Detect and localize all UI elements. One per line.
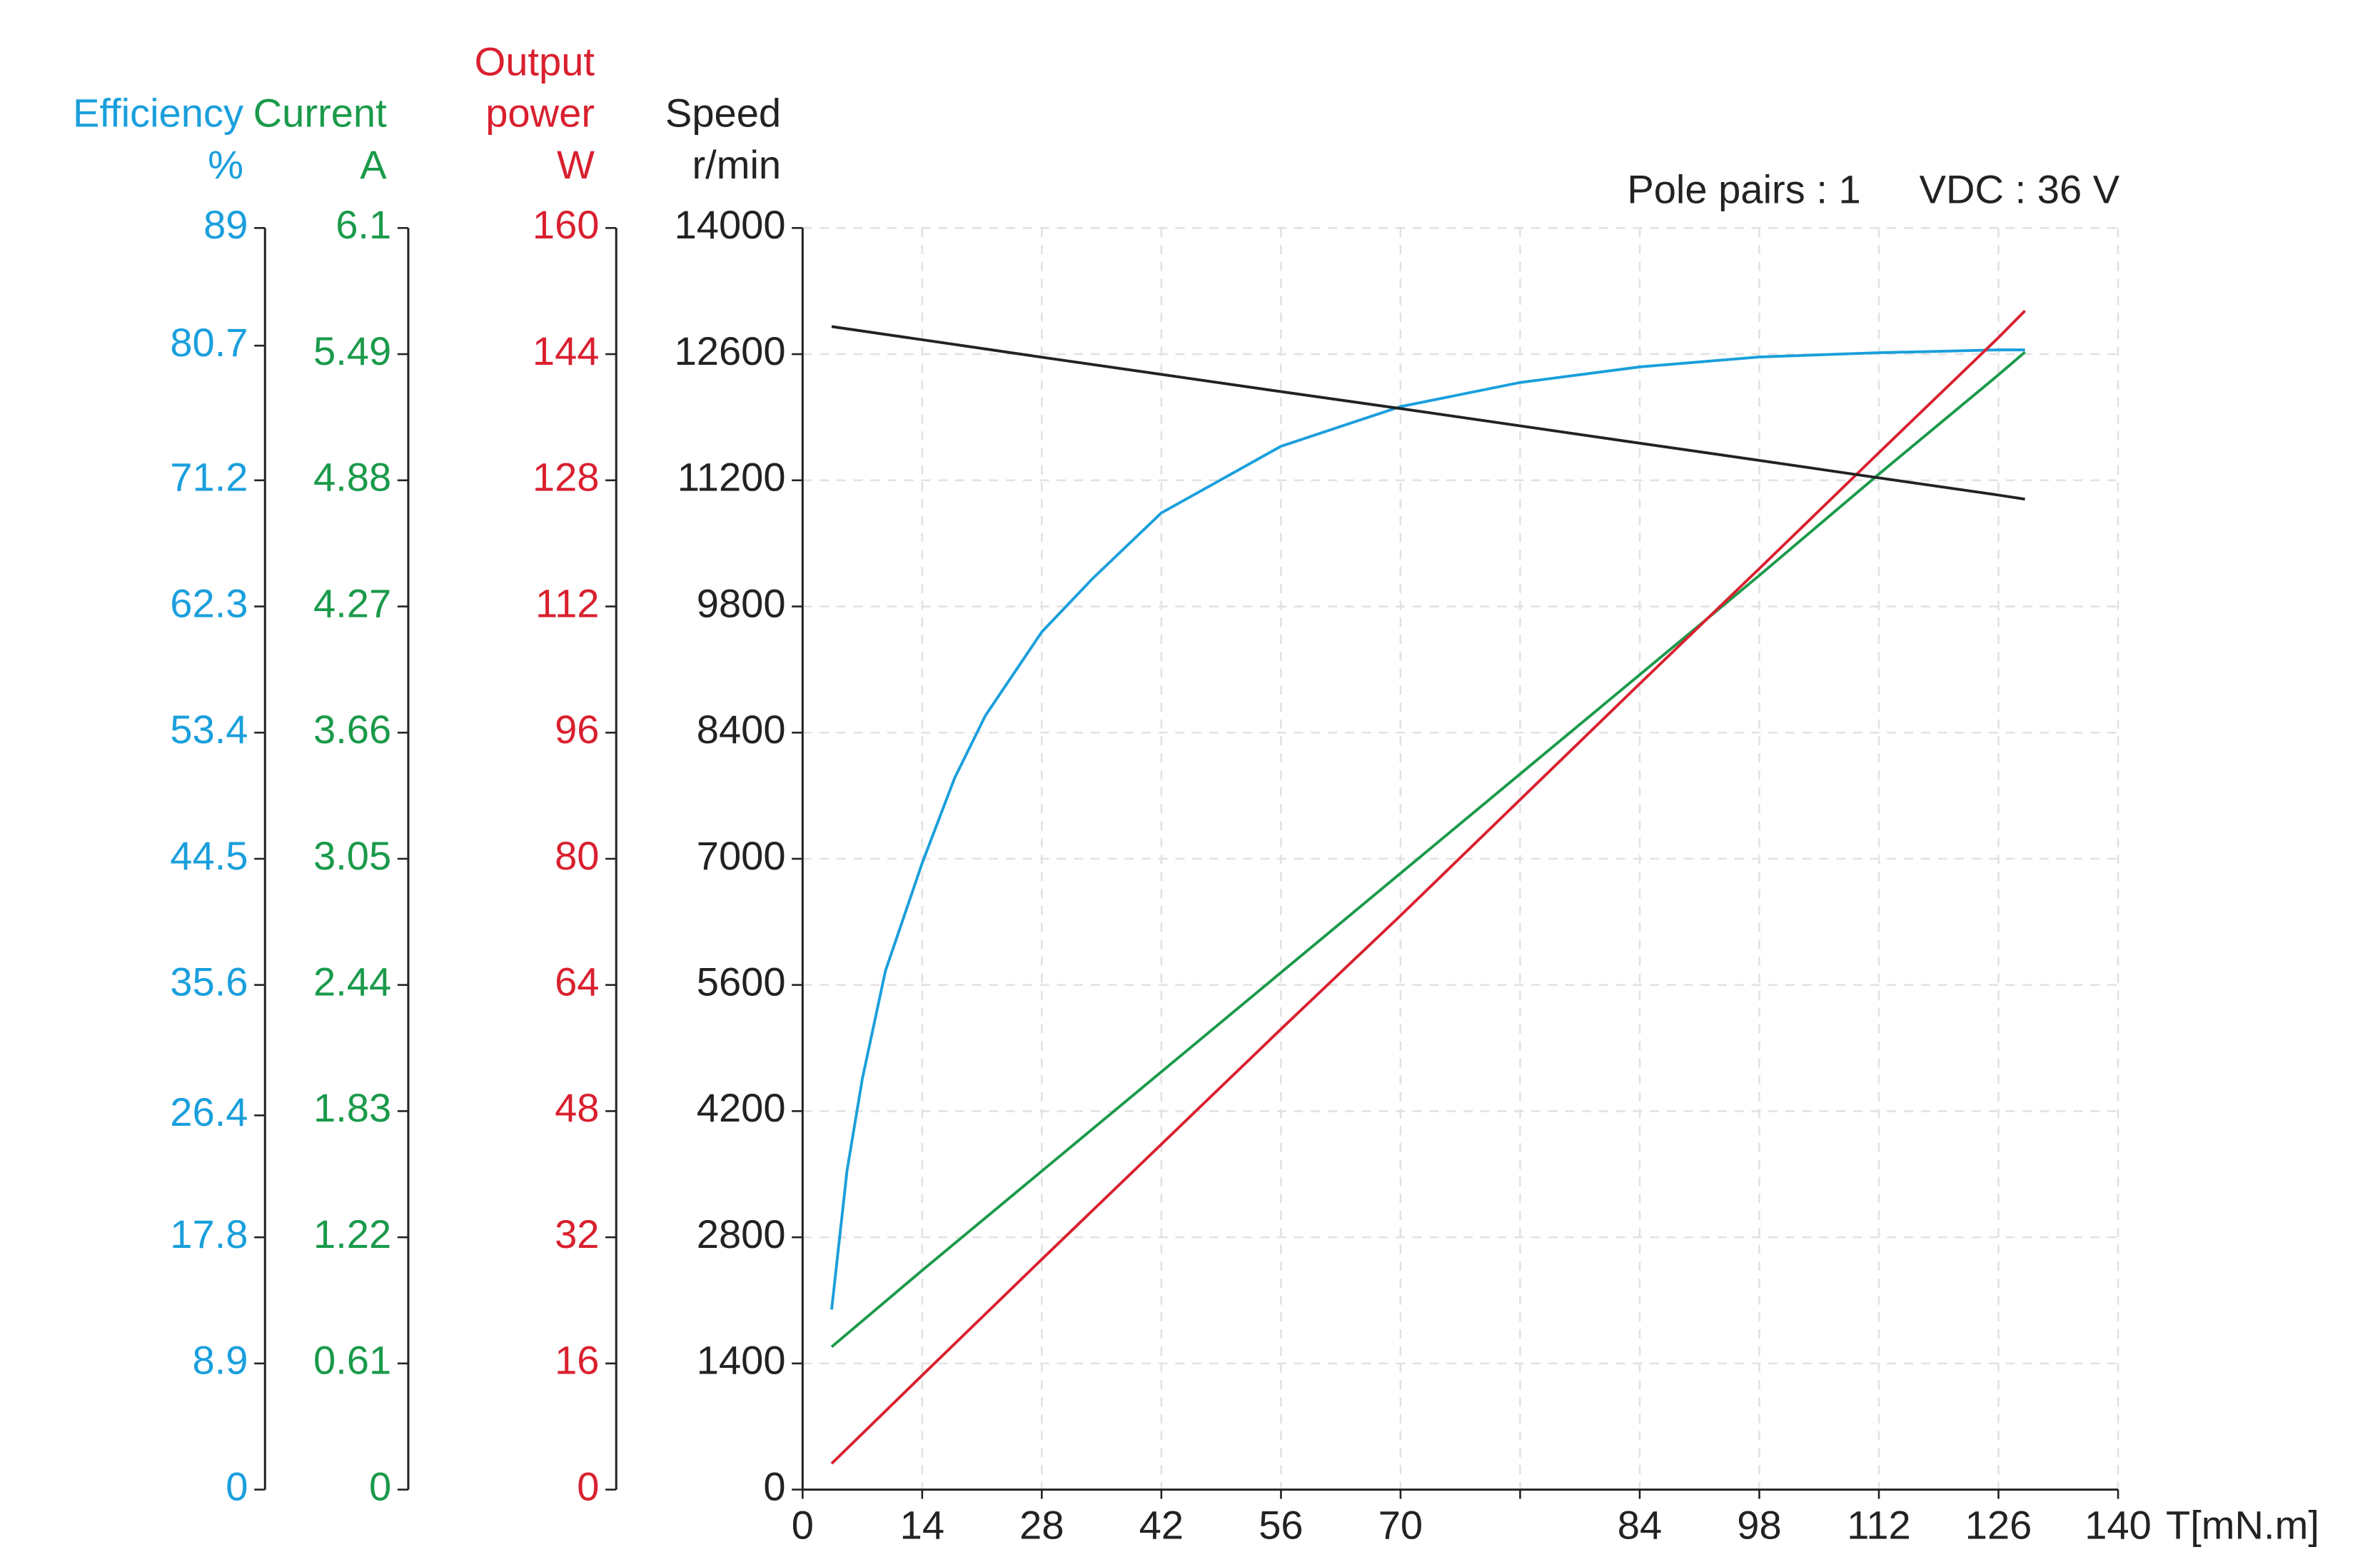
y-tick-label: 16 <box>555 1338 599 1383</box>
annotation: VDC : 36 V <box>1920 167 2120 212</box>
x-tick-label: 42 <box>1139 1502 1184 1547</box>
series-line <box>830 351 2026 1349</box>
x-tick-label: 98 <box>1737 1502 1781 1547</box>
y-tick-label: 4.88 <box>313 455 391 500</box>
y-tick-label: 7000 <box>697 833 786 878</box>
y-tick-label: 6.1 <box>336 202 391 247</box>
y-axis-title: Output <box>475 39 595 84</box>
x-axis-label: T[mN.m] <box>2166 1502 2319 1547</box>
y-tick-label: 8400 <box>697 707 786 752</box>
series-line <box>830 348 2025 1310</box>
y-tick-label: 2.44 <box>313 959 391 1004</box>
y-tick-label: 112 <box>535 580 599 625</box>
y-tick-label: 0 <box>577 1463 599 1508</box>
y-tick-label: 0.61 <box>313 1338 391 1383</box>
y-tick-label: 3.05 <box>313 833 391 878</box>
y-tick-label: 71.2 <box>170 455 248 500</box>
y-tick-label: 35.6 <box>170 959 248 1004</box>
y-tick-label: 0 <box>226 1463 248 1508</box>
y-axis-title: power <box>485 91 595 136</box>
y-tick-label: 2800 <box>697 1211 786 1256</box>
x-tick-label: 14 <box>900 1502 944 1547</box>
y-axis-title: Efficiency <box>73 91 243 136</box>
y-tick-label: 62.3 <box>170 580 248 625</box>
y-axis-title: r/min <box>692 142 781 187</box>
y-axis-title: W <box>557 142 595 187</box>
x-tick-label: 140 <box>2084 1502 2152 1547</box>
x-tick-label: 56 <box>1259 1502 1303 1547</box>
y-tick-label: 80 <box>555 833 599 878</box>
y-tick-label: 5600 <box>697 959 786 1004</box>
y-tick-label: 11200 <box>677 455 786 500</box>
series-line <box>830 309 2027 1465</box>
x-tick-label: 84 <box>1618 1502 1662 1547</box>
y-tick-label: 4.27 <box>313 580 391 625</box>
y-tick-label: 14000 <box>675 202 786 247</box>
y-tick-label: 0 <box>763 1463 785 1508</box>
x-tick-label: 28 <box>1019 1502 1064 1547</box>
x-tick-label: 70 <box>1378 1502 1423 1547</box>
y-tick-label: 3.66 <box>313 707 391 752</box>
y-tick-label: 48 <box>555 1085 599 1130</box>
y-tick-label: 64 <box>555 959 599 1004</box>
y-tick-label: 44.5 <box>170 833 248 878</box>
y-tick-label: 1400 <box>697 1338 786 1383</box>
y-tick-label: 144 <box>533 328 600 373</box>
x-tick-label: 0 <box>792 1502 814 1547</box>
annotation: Pole pairs : 1 <box>1627 167 1860 212</box>
x-tick-label: 112 <box>1847 1502 1910 1547</box>
y-tick-label: 8.9 <box>193 1338 248 1383</box>
y-axis-title: % <box>208 142 243 187</box>
y-tick-label: 1.22 <box>313 1211 391 1256</box>
x-tick-label: 126 <box>1965 1502 2032 1547</box>
series-line <box>831 325 2025 501</box>
y-tick-label: 0 <box>369 1463 391 1508</box>
y-axis-title: A <box>360 142 387 187</box>
y-tick-label: 17.8 <box>170 1211 248 1256</box>
y-tick-label: 32 <box>555 1211 599 1256</box>
y-tick-label: 128 <box>533 455 600 500</box>
y-tick-label: 4200 <box>697 1085 786 1130</box>
y-tick-label: 9800 <box>697 580 786 625</box>
y-tick-label: 26.4 <box>170 1089 248 1134</box>
y-tick-label: 5.49 <box>313 328 391 373</box>
y-tick-label: 160 <box>533 202 600 247</box>
y-tick-label: 53.4 <box>170 707 248 752</box>
y-axis-title: Speed <box>665 91 781 136</box>
y-tick-label: 12600 <box>675 328 786 373</box>
y-tick-label: 89 <box>203 202 248 247</box>
y-tick-label: 96 <box>555 707 599 752</box>
y-axis-title: Current <box>253 91 387 136</box>
y-tick-label: 1.83 <box>313 1085 391 1130</box>
y-tick-label: 80.7 <box>170 320 248 365</box>
